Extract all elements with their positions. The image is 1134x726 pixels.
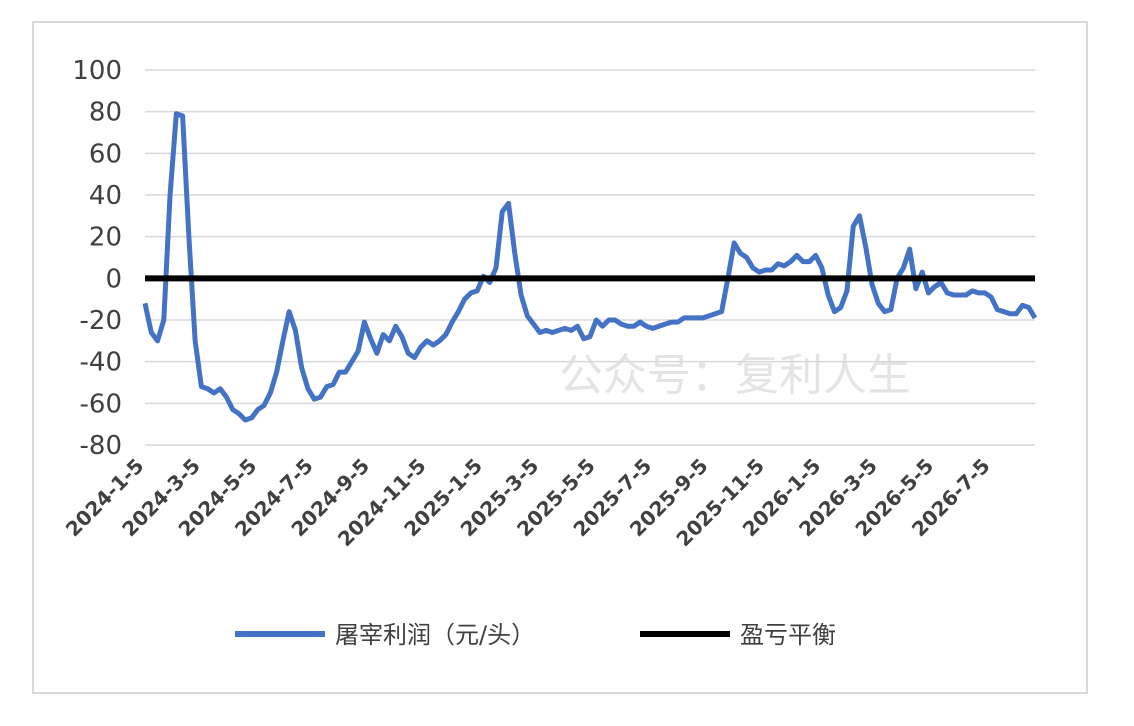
y-tick-label: 80 [89, 98, 122, 128]
y-tick-label: 0 [105, 264, 122, 294]
y-tick-label: -20 [80, 306, 122, 336]
legend-label: 盈亏平衡 [740, 621, 836, 649]
series-line [142, 111, 1038, 423]
y-tick-label: 60 [89, 139, 122, 169]
y-tick-label: 100 [72, 56, 122, 86]
y-tick-label: -80 [80, 431, 122, 461]
y-tick-label: 40 [89, 181, 122, 211]
legend-label: 屠宰利润（元/头） [335, 621, 535, 649]
watermark: 公众号：复利人生 [559, 350, 911, 401]
y-tick-label: 20 [89, 223, 122, 253]
y-tick-label: -40 [80, 348, 122, 378]
chart-frame [32, 21, 1088, 694]
y-tick-label: -60 [80, 389, 122, 419]
